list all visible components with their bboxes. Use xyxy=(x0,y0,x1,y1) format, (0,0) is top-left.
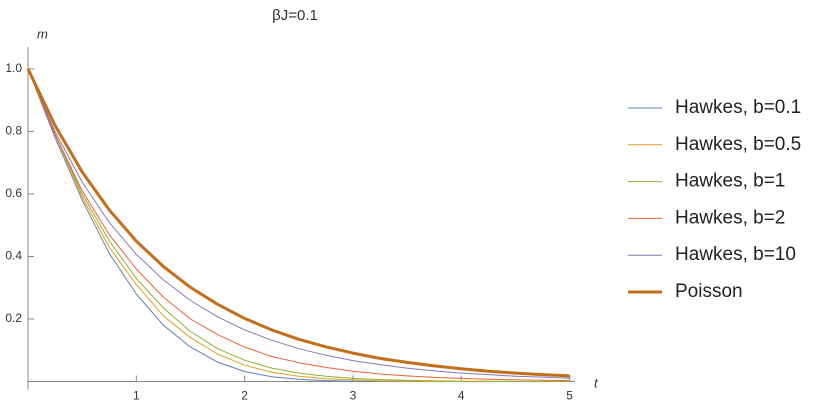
y-tick-label: 0.8 xyxy=(5,124,22,138)
series-line xyxy=(27,68,570,382)
y-tick-label: 0.2 xyxy=(5,311,22,325)
chart-title: βJ=0.1 xyxy=(272,7,318,24)
legend-label: Hawkes, b=0.5 xyxy=(675,134,801,155)
x-tick-label: 2 xyxy=(241,389,248,403)
x-tick-label: 4 xyxy=(458,389,465,403)
legend-label: Poisson xyxy=(675,281,743,302)
x-tick-label: 1 xyxy=(133,389,140,403)
series-line xyxy=(27,68,570,382)
x-axis-label: t xyxy=(594,375,599,390)
y-tick-label: 0.4 xyxy=(5,249,22,263)
legend-label: Hawkes, b=10 xyxy=(675,244,796,265)
legend-label: Hawkes, b=0.1 xyxy=(675,97,801,118)
y-tick-label: 0.6 xyxy=(5,186,22,200)
x-tick-label: 3 xyxy=(350,389,357,403)
y-axis-label: m xyxy=(37,26,48,41)
y-tick-label: 1.0 xyxy=(5,61,22,75)
legend-label: Hawkes, b=2 xyxy=(675,207,785,228)
series-line xyxy=(26,68,570,378)
legend-label: Hawkes, b=1 xyxy=(675,171,785,192)
series-line xyxy=(27,68,570,382)
x-tick-label: 5 xyxy=(566,389,573,403)
series-line xyxy=(27,68,570,379)
series-line xyxy=(27,68,570,382)
